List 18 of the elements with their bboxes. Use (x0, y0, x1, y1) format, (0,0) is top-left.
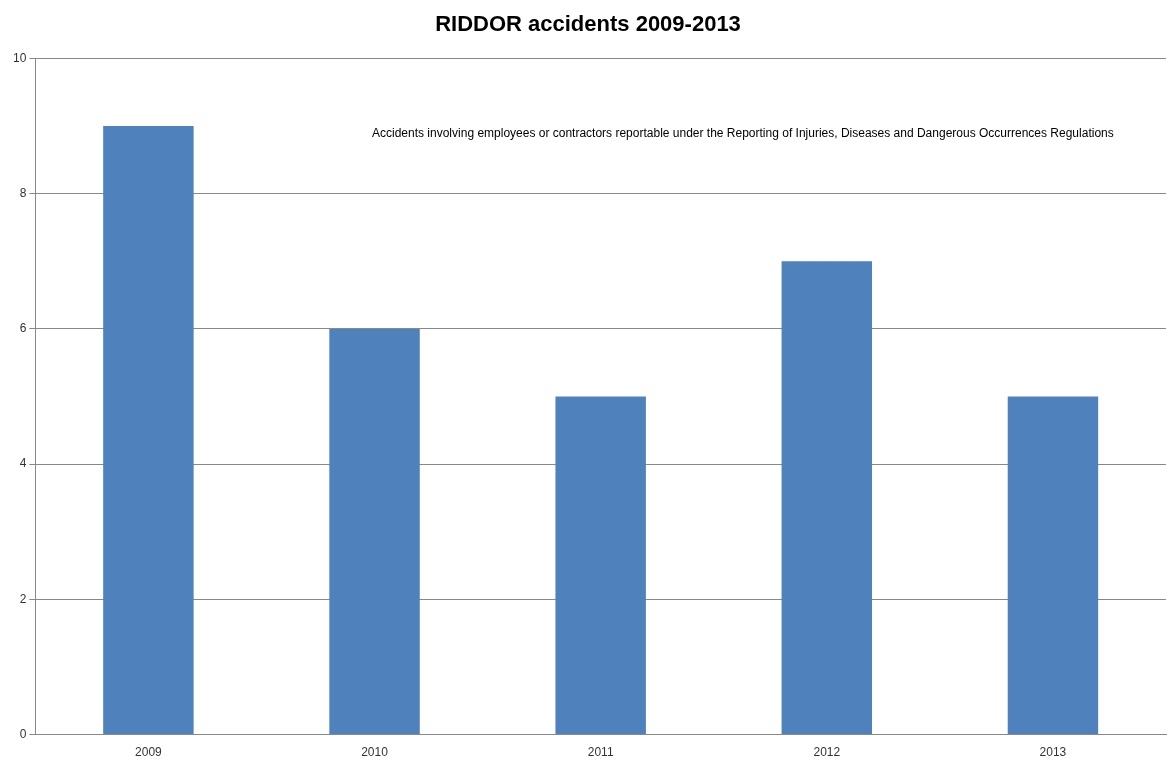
annotation: Accidents involving employees or contractors reportable under the Reporting of Injuries, Diseases and Dangerous Occurrences Regulations (372, 125, 1115, 141)
x-tick-label: 2010 (361, 745, 389, 760)
x-tick-label: 2012 (813, 745, 841, 760)
x-tick-label: 2013 (1039, 745, 1067, 760)
y-tick-label: 0 (19, 726, 27, 741)
x-tick-label: 2009 (135, 745, 163, 760)
bar (1007, 396, 1099, 735)
y-tick-label: 6 (19, 321, 27, 336)
bar (555, 396, 646, 735)
y-tick-label: 10 (12, 50, 27, 65)
x-tick-label: 2011 (587, 745, 614, 760)
chart-title: RIDDOR accidents 2009-2013 (435, 11, 741, 37)
y-tick-label: 2 (19, 591, 27, 606)
bar (103, 126, 194, 735)
y-tick-label: 8 (19, 185, 27, 200)
y-tick-label: 4 (19, 456, 27, 471)
bar (781, 261, 873, 735)
bar (329, 328, 420, 735)
